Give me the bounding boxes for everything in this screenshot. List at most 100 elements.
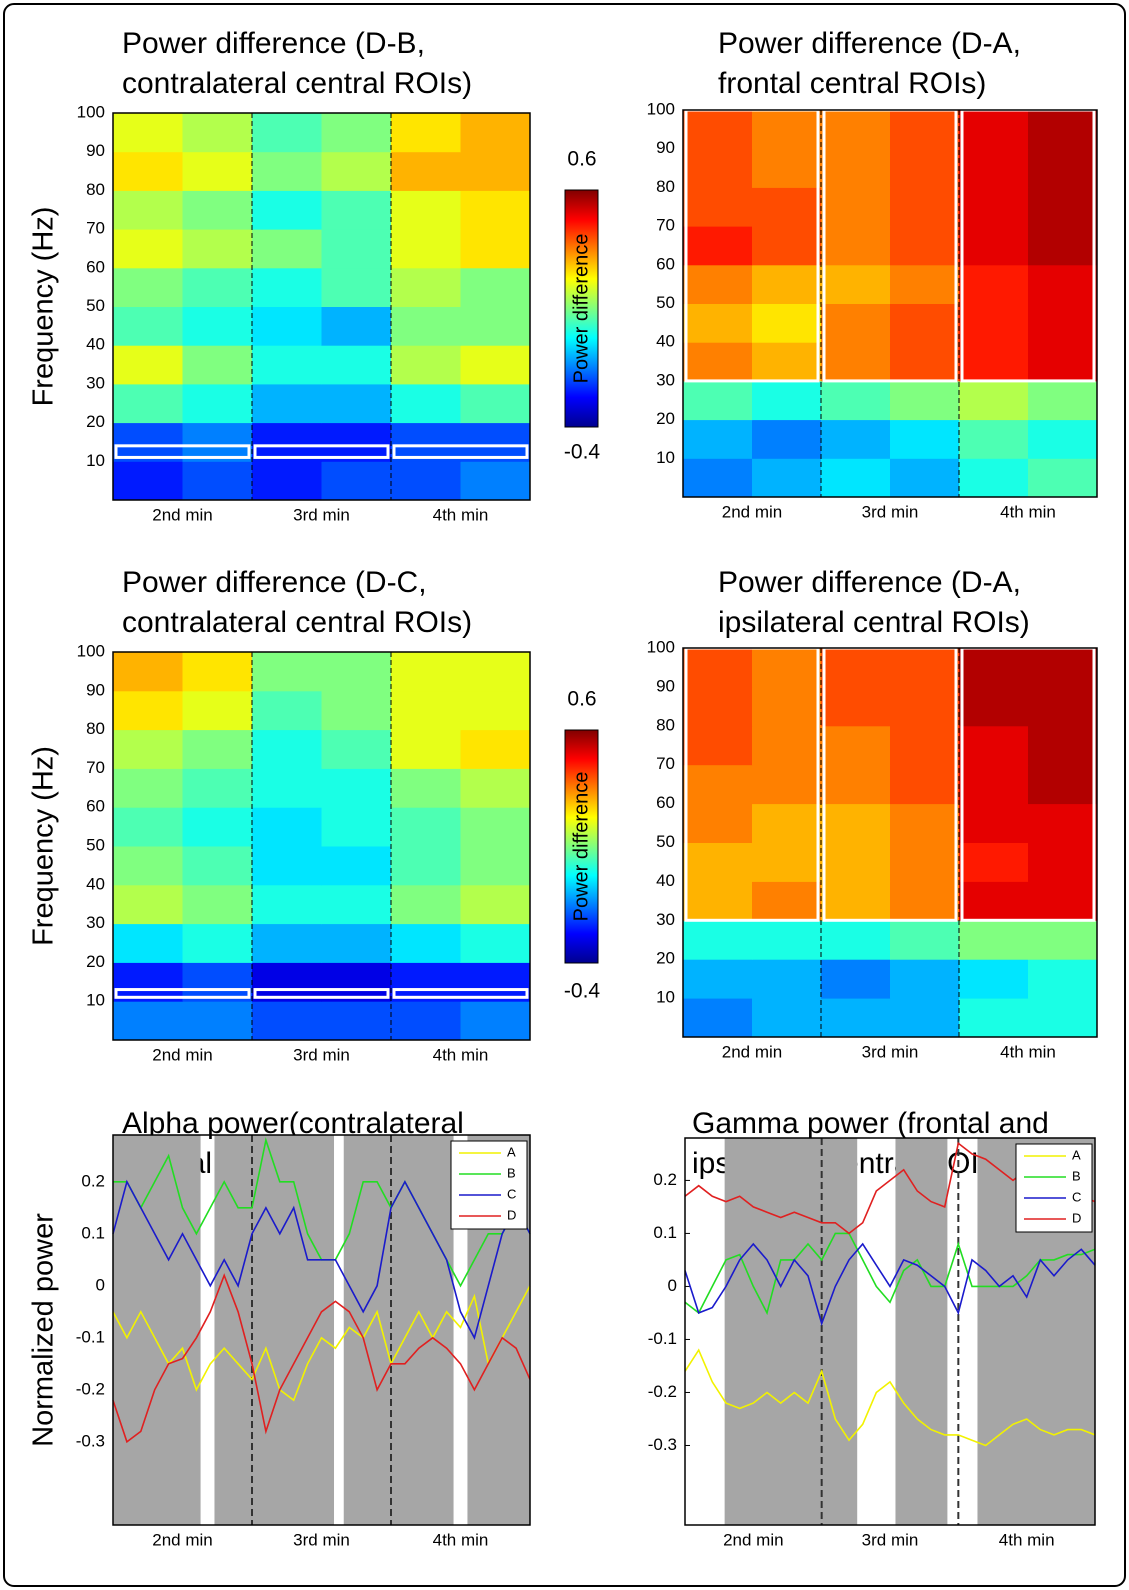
shaded-period: [214, 1135, 335, 1525]
heatmap-cell: [113, 306, 183, 346]
heatmap-cell: [321, 846, 392, 886]
y-tick-label: 0: [96, 1275, 105, 1294]
heatmap-cell: [890, 803, 960, 843]
y-tick-label: 100: [647, 637, 675, 656]
heatmap-cell: [752, 110, 822, 150]
x-tick-label: 2nd min: [722, 502, 782, 521]
heatmap-cell: [252, 807, 322, 847]
heatmap-cell: [252, 190, 322, 230]
shaded-period: [724, 1138, 858, 1525]
heatmap-cell: [821, 187, 891, 227]
heatmap-cell: [821, 380, 891, 421]
heatmap-cell: [1028, 380, 1098, 421]
series-line: [684, 1232, 1096, 1316]
heatmap-cell: [1028, 342, 1098, 382]
heatmap-cell: [321, 190, 392, 230]
x-tick-label: 4th min: [1000, 1042, 1056, 1061]
heatmap-cell: [391, 229, 461, 269]
heatmap-cell: [821, 842, 891, 882]
heatmap-cell: [460, 846, 531, 886]
heatmap-cell: [683, 959, 753, 999]
heatmap-cell: [113, 690, 183, 731]
y-tick-label: 70: [86, 758, 105, 777]
heatmap-cell: [113, 113, 183, 153]
heatmap-cell: [391, 267, 461, 307]
heatmap-cell: [821, 303, 891, 343]
heatmap-cell: [391, 690, 461, 731]
chart-title: contralateral central ROIs): [122, 67, 472, 100]
y-tick-label: 30: [656, 370, 675, 389]
heatmap-cell: [252, 923, 322, 963]
heatmap-cell: [460, 422, 531, 462]
heatmap-cell: [890, 920, 960, 960]
heatmap-cell: [391, 113, 461, 153]
y-tick-label: 60: [86, 797, 105, 816]
heatmap-cell: [252, 768, 322, 808]
heatmap-cell: [460, 962, 531, 1002]
heatmap-cell: [321, 962, 392, 1002]
y-axis-label: Normalized power: [28, 1213, 60, 1447]
heatmap-cell: [1028, 998, 1098, 1038]
heatmap-cell: [890, 226, 960, 266]
heatmap-cell: [460, 306, 531, 346]
heatmap-cell: [182, 345, 253, 385]
heatmap-cell: [1028, 419, 1098, 459]
heatmap-cell: [321, 229, 392, 269]
heatmap-cell: [1028, 881, 1098, 921]
colorbar-min: -0.4: [564, 980, 601, 1003]
heatmap-cell: [752, 648, 822, 688]
heatmap-cell: [1028, 803, 1098, 843]
y-tick-label: 80: [86, 180, 105, 199]
y-tick-label: 40: [656, 871, 675, 890]
heatmap-cell: [252, 884, 322, 925]
heatmap-cell: [1028, 110, 1098, 150]
x-tick-label: 4th min: [433, 505, 489, 524]
heatmap-cell: [252, 690, 322, 731]
heatmap-cell: [182, 422, 253, 462]
heatmap-cell: [391, 923, 461, 963]
heatmap-cell: [113, 345, 183, 385]
heatmap-cell: [821, 803, 891, 843]
heatmap-cell: [683, 920, 753, 960]
heatmap-cell: [959, 725, 1029, 766]
y-tick-label: 90: [656, 138, 675, 157]
heatmap-cell: [821, 998, 891, 1038]
heatmap-cell: [821, 764, 891, 805]
heatmap-cell: [321, 345, 392, 385]
heatmap-cell: [1028, 725, 1098, 766]
heatmap-cell: [460, 383, 531, 424]
y-tick-label: 0: [668, 1276, 677, 1295]
heatmap-cell: [321, 768, 392, 808]
legend-label: C: [507, 1186, 516, 1201]
heatmap-cell: [252, 461, 322, 501]
y-tick-label: 90: [656, 676, 675, 695]
heatmap-cell: [959, 110, 1029, 150]
heatmap-cell: [890, 881, 960, 921]
y-tick-label: -0.2: [76, 1379, 105, 1398]
legend-label: D: [507, 1207, 516, 1222]
heatmap-cell: [683, 303, 753, 343]
heatmap-cell: [821, 264, 891, 304]
y-tick-label: 100: [647, 99, 675, 118]
heatmap-cell: [752, 881, 822, 921]
heatmap-cell: [752, 148, 822, 188]
heatmap-cell: [252, 846, 322, 886]
heatmap-cell: [391, 383, 461, 424]
roi-box: [392, 988, 529, 999]
heatmap-cell: [182, 807, 253, 847]
shaded-period: [343, 1135, 454, 1525]
y-tick-label: 50: [86, 296, 105, 315]
heatmap-cell: [821, 148, 891, 188]
heatmap-cell: [752, 920, 822, 960]
heatmap-cell: [391, 345, 461, 385]
heatmap-cell: [252, 151, 322, 191]
heatmap-cell: [113, 884, 183, 925]
heatmap-cell: [821, 648, 891, 688]
heatmap-cell: [460, 652, 531, 692]
heatmap-cell: [959, 458, 1029, 498]
y-axis-label: Frequency (Hz): [28, 207, 60, 407]
heatmap-cell: [959, 803, 1029, 843]
y-tick-label: 60: [656, 793, 675, 812]
heatmap-cell: [683, 226, 753, 266]
